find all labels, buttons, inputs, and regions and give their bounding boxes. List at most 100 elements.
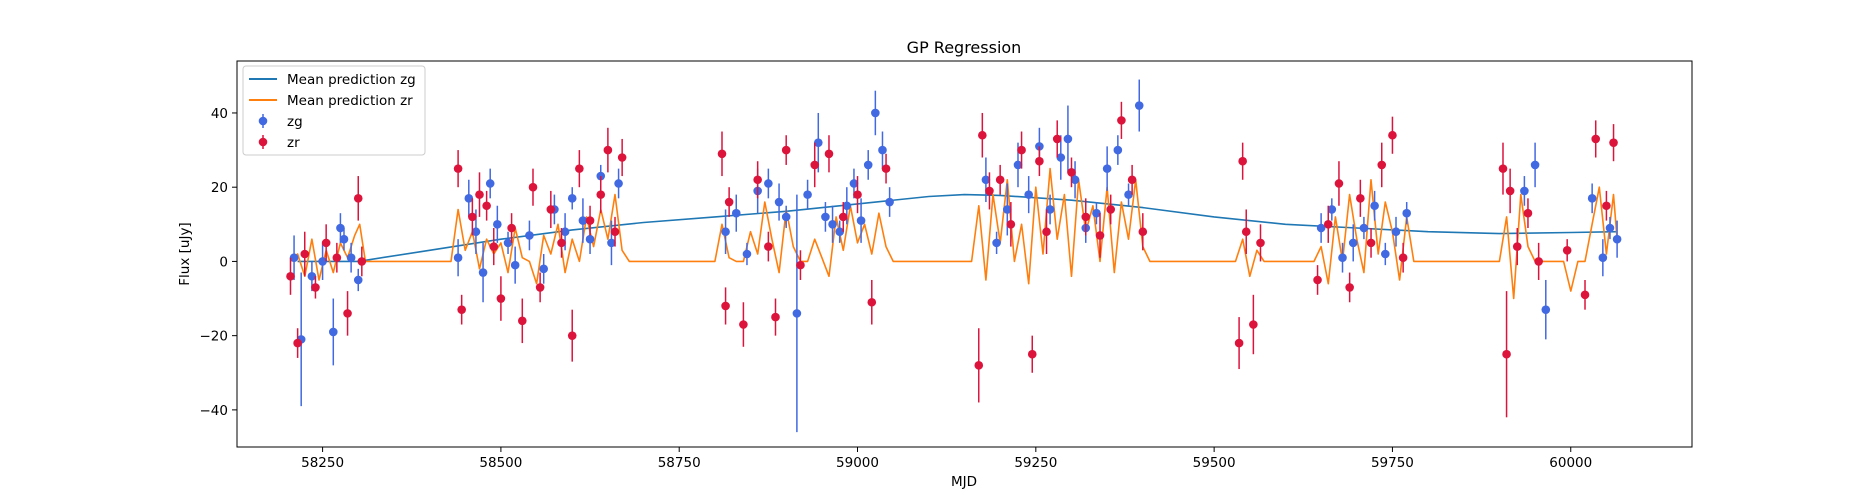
point-marker (721, 301, 730, 311)
data-point-zr (321, 224, 331, 262)
point-marker (603, 145, 613, 155)
point-marker (1398, 253, 1408, 263)
data-point-zr (1398, 242, 1408, 273)
point-marker (992, 238, 1001, 248)
point-marker (867, 297, 877, 307)
data-point-zg (878, 131, 887, 169)
y-axis-label: Flux [uJy] (177, 222, 193, 285)
data-point-zr (357, 246, 367, 277)
data-point-zg (821, 202, 830, 232)
data-point-zr (1095, 213, 1105, 258)
point-marker (878, 145, 887, 155)
y-tick-label: −40 (200, 403, 229, 419)
data-point-zr (528, 168, 538, 206)
data-point-zg (764, 168, 773, 199)
data-point-zg (1370, 190, 1379, 221)
y-axis: −40 −20 0 20 40 (200, 106, 237, 419)
point-marker (739, 320, 748, 329)
point-marker (471, 227, 481, 237)
point-marker (1127, 175, 1137, 185)
point-marker (978, 130, 987, 140)
point-marker (731, 208, 741, 218)
point-marker (1067, 168, 1076, 177)
point-marker (824, 149, 834, 159)
data-point-zr (853, 176, 862, 214)
data-point-zg (318, 242, 327, 280)
point-marker (842, 201, 852, 211)
data-point-zg (792, 194, 802, 433)
point-marker (453, 164, 463, 173)
data-point-zg (1520, 176, 1529, 206)
x-tick-label: 58750 (658, 455, 701, 471)
point-marker (1512, 242, 1522, 251)
point-marker (557, 238, 566, 248)
data-point-zg (1316, 213, 1326, 243)
point-marker (1316, 223, 1326, 233)
point-marker (510, 260, 520, 270)
data-point-zg (339, 228, 349, 251)
data-point-zr (1006, 202, 1016, 247)
point-marker (607, 238, 616, 248)
legend-label: Mean prediction zr (287, 93, 413, 109)
legend: Mean prediction zg Mean prediction zr zg zr (242, 65, 426, 156)
data-point-zr (1256, 224, 1265, 262)
data-point-zr (1027, 335, 1037, 373)
data-point-zg (774, 183, 784, 221)
point-marker (1024, 190, 1033, 199)
point-marker (493, 220, 502, 229)
data-point-zr (1562, 239, 1572, 262)
data-point-zr (1081, 198, 1091, 236)
point-marker (835, 227, 844, 237)
data-point-zg (1530, 142, 1540, 188)
point-marker (1391, 227, 1401, 237)
point-marker (346, 253, 356, 263)
data-point-zr (596, 176, 606, 214)
legend-item-mean-prediction-zr: Mean prediction zr (249, 93, 413, 109)
point-marker (1035, 156, 1044, 166)
data-point-zr (610, 216, 620, 247)
data-point-zr (974, 328, 984, 403)
point-marker (821, 212, 830, 222)
point-marker (1013, 160, 1023, 170)
data-point-zr (1523, 198, 1533, 229)
data-point-zg (863, 150, 873, 180)
point-marker (1388, 130, 1397, 140)
point-marker (1591, 134, 1601, 144)
data-point-zg (992, 231, 1001, 254)
point-marker (293, 338, 302, 348)
lines-layer (289, 167, 1618, 300)
data-point-zr (724, 187, 734, 217)
data-point-zg (1338, 242, 1347, 273)
point-marker (1234, 338, 1244, 348)
data-point-zg (1124, 183, 1133, 206)
point-marker (1313, 275, 1322, 285)
legend-box (242, 65, 426, 156)
point-marker (528, 182, 538, 192)
point-marker (1113, 145, 1123, 155)
point-marker (1359, 223, 1369, 233)
point-marker (863, 160, 873, 170)
point-marker (311, 283, 320, 292)
data-point-zr (1042, 209, 1051, 254)
point-marker (1605, 223, 1615, 233)
y-tick-label: 20 (211, 180, 228, 196)
data-point-zg (567, 187, 577, 210)
point-marker (1138, 227, 1148, 237)
data-point-zg (742, 242, 752, 266)
point-marker (828, 220, 837, 229)
data-point-zg (781, 205, 791, 229)
data-point-zg (981, 157, 991, 203)
y-tick-label: 0 (219, 254, 228, 270)
point-marker (1612, 234, 1622, 244)
data-point-zg (803, 179, 812, 210)
point-marker (721, 227, 730, 237)
data-point-zr (482, 190, 491, 221)
point-marker (1052, 134, 1062, 144)
x-tick-label: 58250 (301, 455, 344, 471)
legend-label: zg (287, 114, 303, 130)
point-marker (321, 238, 331, 248)
data-point-zg (1381, 242, 1390, 266)
data-point-zg (1113, 135, 1123, 165)
data-point-zr (1052, 120, 1062, 158)
x-tick-label: 60000 (1549, 455, 1592, 471)
